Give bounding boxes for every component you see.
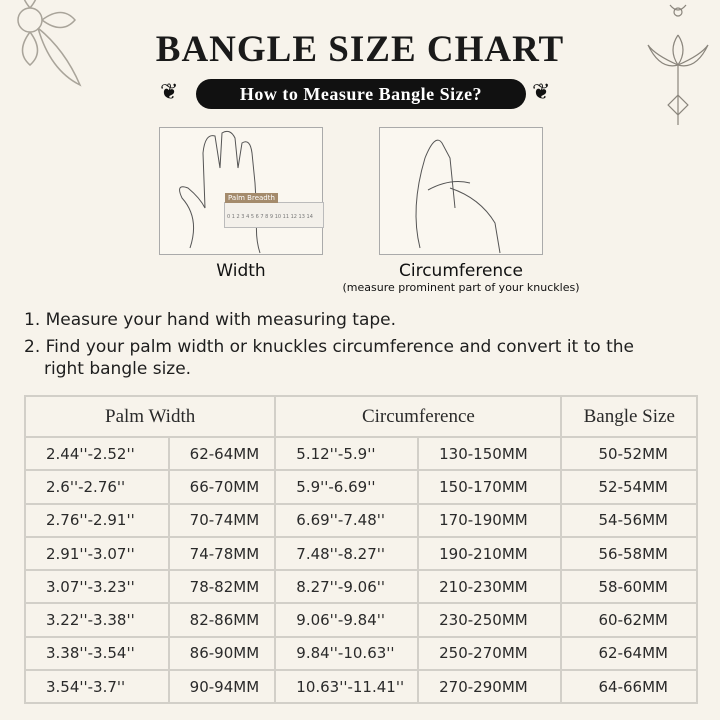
palm-mm-cell: 62-64MM xyxy=(167,435,277,472)
circ-mm-cell: 130-150MM xyxy=(417,435,563,472)
palm-mm-cell: 74-78MM xyxy=(167,535,277,572)
circ-inches-cell: 10.63''-11.41'' xyxy=(274,669,420,705)
size-table: Palm Width Circumference Bangle Size 2.4… xyxy=(23,395,698,705)
step-1: 1. Measure your hand with measuring tape… xyxy=(24,310,397,330)
table-row: 2.91''-3.07'' 74-78MM 7.48''-8.27'' 190-210… xyxy=(24,535,698,572)
palm-inches-cell: 2.76''-2.91'' xyxy=(24,502,170,538)
circ-mm-cell: 170-190MM xyxy=(417,502,563,538)
header-bangle-size: Bangle Size xyxy=(560,395,698,438)
circ-mm-cell: 250-270MM xyxy=(417,635,563,672)
circumference-note: (measure prominent part of your knuckles… xyxy=(342,281,580,294)
palm-inches-cell: 3.07''-3.23'' xyxy=(24,569,170,605)
circ-inches-cell: 7.48''-8.27'' xyxy=(274,535,420,572)
palm-mm-cell: 86-90MM xyxy=(167,635,277,672)
step-2-continued: right bangle size. xyxy=(44,359,192,379)
table-row: 3.54''-3.7'' 90-94MM 10.63''-11.41'' 270-29… xyxy=(24,669,698,705)
palm-width-illustration: Palm Breadth 0 1 2 3 4 5 6 7 8 9 10 11 1… xyxy=(159,127,324,255)
bangle-size-cell: 60-62MM xyxy=(560,602,698,638)
lotus-decoration xyxy=(647,4,709,125)
header-palm-width: Palm Width xyxy=(23,395,277,438)
step-2: 2. Find your palm width or knuckles circ… xyxy=(24,337,634,357)
table-row: 2.6''-2.76'' 66-70MM 5.9''-6.69'' 150-170MM… xyxy=(24,469,698,505)
palm-mm-cell: 70-74MM xyxy=(167,502,277,538)
hand-icon xyxy=(179,130,261,254)
circ-inches-cell: 6.69''-7.48'' xyxy=(274,502,420,538)
bangle-size-cell: 52-54MM xyxy=(560,469,698,505)
width-caption: Width xyxy=(216,261,266,281)
circ-inches-cell: 8.27''-9.06'' xyxy=(274,569,420,605)
bangle-size-cell: 50-52MM xyxy=(560,435,698,472)
palm-inches-cell: 2.6''-2.76'' xyxy=(24,469,170,505)
circ-mm-cell: 190-210MM xyxy=(417,535,563,572)
circ-mm-cell: 150-170MM xyxy=(417,469,563,505)
table-row: 2.76''-2.91'' 70-74MM 6.69''-7.48'' 170-190… xyxy=(24,502,698,538)
left-flourish-icon: ❦ xyxy=(160,80,179,105)
bangle-size-cell: 64-66MM xyxy=(560,669,698,705)
palm-inches-cell: 3.54''-3.7'' xyxy=(24,669,170,705)
palm-inches-cell: 2.91''-3.07'' xyxy=(24,535,170,572)
subtitle-banner: How to Measure Bangle Size? xyxy=(196,79,526,109)
table-row: 3.22''-3.38'' 82-86MM 9.06''-9.84'' 230-250… xyxy=(24,602,698,638)
table-row: 3.38''-3.54'' 86-90MM 9.84''-10.63'' 250-27… xyxy=(24,635,698,672)
bangle-size-cell: 58-60MM xyxy=(560,569,698,605)
hands-icon xyxy=(415,139,501,254)
palm-mm-cell: 66-70MM xyxy=(167,469,277,505)
palm-inches-cell: 3.38''-3.54'' xyxy=(24,635,170,672)
palm-mm-cell: 82-86MM xyxy=(167,602,277,638)
palm-inches-cell: 3.22''-3.38'' xyxy=(24,602,170,638)
page-title: BANGLE SIZE CHART xyxy=(155,29,565,70)
table-row: 2.44''-2.52'' 62-64MM 5.12''-5.9'' 130-150M… xyxy=(24,435,698,472)
bangle-size-cell: 56-58MM xyxy=(560,535,698,572)
bangle-size-cell: 62-64MM xyxy=(560,635,698,672)
palm-inches-cell: 2.44''-2.52'' xyxy=(24,435,170,472)
table-row: 3.07''-3.23'' 78-82MM 8.27''-9.06'' 210-230… xyxy=(24,569,698,605)
circ-inches-cell: 5.9''-6.69'' xyxy=(274,469,420,505)
ruler-ticks: 0 1 2 3 4 5 6 7 8 9 10 11 12 13 14 xyxy=(227,214,313,220)
palm-mm-cell: 90-94MM xyxy=(167,669,277,705)
circ-inches-cell: 5.12''-5.9'' xyxy=(274,435,420,472)
ruler: Palm Breadth 0 1 2 3 4 5 6 7 8 9 10 11 1… xyxy=(224,193,324,228)
circ-mm-cell: 230-250MM xyxy=(417,602,563,638)
circumference-caption: Circumference xyxy=(399,261,523,281)
circ-inches-cell: 9.06''-9.84'' xyxy=(274,602,420,638)
bangle-size-cell: 54-56MM xyxy=(560,502,698,538)
header-circumference: Circumference xyxy=(274,395,563,438)
right-flourish-icon: ❦ xyxy=(532,80,551,105)
circ-mm-cell: 270-290MM xyxy=(417,669,563,705)
palm-mm-cell: 78-82MM xyxy=(167,569,277,605)
circ-inches-cell: 9.84''-10.63'' xyxy=(274,635,420,672)
palm-breadth-label: Palm Breadth xyxy=(225,193,278,203)
circ-mm-cell: 210-230MM xyxy=(417,569,563,605)
circumference-illustration xyxy=(379,127,543,255)
mandala-decoration xyxy=(17,0,82,87)
